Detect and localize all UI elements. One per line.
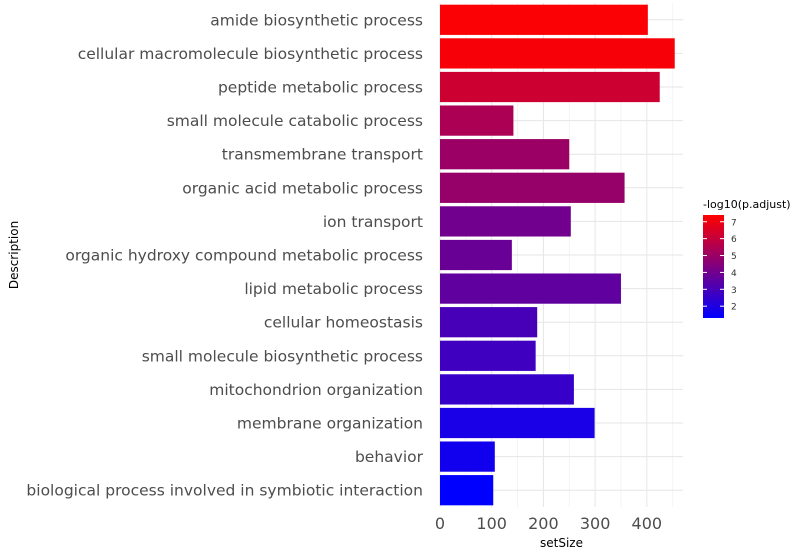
color-legend: -log10(p.adjust) 2 3 4 5 6 7 xyxy=(703,198,791,318)
category-label: ion transport xyxy=(323,213,423,231)
legend-color-bar xyxy=(703,215,724,318)
legend-title: -log10(p.adjust) xyxy=(703,198,791,211)
legend-tick-label: 3 xyxy=(731,286,737,296)
bar xyxy=(440,139,570,170)
bar xyxy=(440,4,648,35)
bar xyxy=(440,307,538,338)
category-label: behavior xyxy=(355,448,424,466)
legend-tick-label: 7 xyxy=(731,218,737,228)
category-label: small molecule biosynthetic process xyxy=(142,347,423,365)
x-tick-labels: 0 100 200 300 400 xyxy=(435,514,662,533)
bar xyxy=(440,374,574,405)
category-label: organic acid metabolic process xyxy=(182,179,423,197)
x-axis-title: setSize xyxy=(540,536,583,550)
x-tick-label: 200 xyxy=(528,514,559,533)
bar xyxy=(440,172,625,203)
legend-tick-label: 2 xyxy=(731,303,737,313)
bar xyxy=(440,71,660,103)
category-label: biological process involved in symbiotic… xyxy=(26,482,423,500)
bar xyxy=(440,273,621,304)
x-tick-label: 100 xyxy=(476,514,507,533)
category-label: transmembrane transport xyxy=(222,146,423,164)
category-label: cellular homeostasis xyxy=(264,314,423,332)
legend-tick-label: 5 xyxy=(731,252,737,262)
category-label: peptide metabolic process xyxy=(218,79,423,97)
x-tick-label: 400 xyxy=(632,514,663,533)
bar xyxy=(440,407,595,439)
x-tick-label: 0 xyxy=(435,514,445,533)
category-label: cellular macromolecule biosynthetic proc… xyxy=(78,45,423,63)
bar xyxy=(440,475,494,506)
legend-tick-label: 6 xyxy=(731,235,737,245)
category-label: small molecule catabolic process xyxy=(167,112,423,130)
bar xyxy=(440,38,675,69)
category-label: amide biosynthetic process xyxy=(210,11,423,29)
legend-ticks: 2 3 4 5 6 7 xyxy=(703,218,737,313)
bar xyxy=(440,239,512,271)
bar xyxy=(440,206,571,237)
bars xyxy=(440,4,675,506)
x-tick-label: 300 xyxy=(580,514,611,533)
category-label: lipid metabolic process xyxy=(244,280,423,298)
bar xyxy=(440,340,536,371)
category-label: mitochondrion organization xyxy=(209,381,423,399)
category-label: organic hydroxy compound metabolic proce… xyxy=(65,247,423,265)
bar xyxy=(440,105,514,136)
bar xyxy=(440,441,495,472)
category-labels: amide biosynthetic process cellular macro… xyxy=(26,11,423,499)
y-axis-title: Description xyxy=(7,221,21,289)
legend-tick-label: 4 xyxy=(731,269,737,279)
category-label: membrane organization xyxy=(237,415,423,433)
